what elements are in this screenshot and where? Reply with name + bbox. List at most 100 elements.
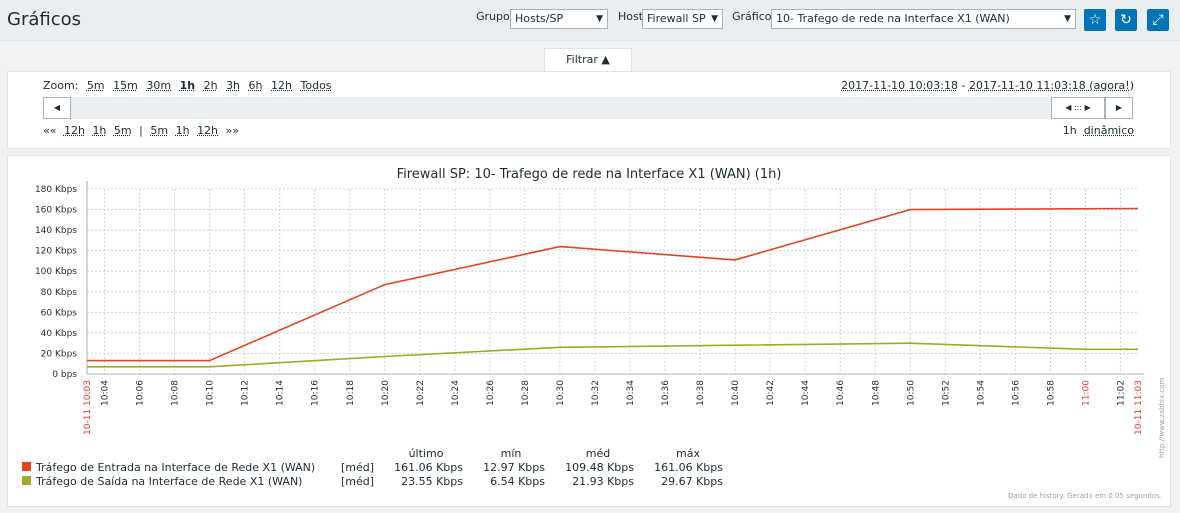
zoom-option[interactable]: 6h bbox=[248, 79, 263, 92]
x-tick-label: 10:28 bbox=[521, 380, 531, 406]
time-scrollbar[interactable]: ◀ ◀ ::: ▶ ▶ bbox=[43, 97, 1133, 119]
y-tick-label: 80 Kbps bbox=[41, 288, 78, 298]
legend-aggregate: [méd] bbox=[341, 461, 374, 474]
x-tick-label: 10:26 bbox=[486, 380, 496, 406]
zoom-option[interactable]: 3h bbox=[226, 79, 241, 92]
legend-swatch bbox=[22, 462, 31, 471]
scroll-right-button[interactable]: ▶ bbox=[1105, 97, 1133, 119]
zoom-option[interactable]: 12h bbox=[271, 79, 292, 92]
zoom-option[interactable]: Todos bbox=[300, 79, 332, 92]
nav-forward-link[interactable]: 1h bbox=[175, 124, 190, 137]
y-tick-label: 20 Kbps bbox=[41, 349, 78, 359]
x-tick-label: 10:22 bbox=[416, 380, 426, 406]
y-tick-label: 100 Kbps bbox=[35, 267, 77, 277]
y-tick-label: 140 Kbps bbox=[35, 226, 77, 236]
legend-series-name: Tráfego de Entrada na Interface de Rede … bbox=[35, 461, 315, 474]
series-line bbox=[87, 342, 1138, 368]
zoom-option-selected[interactable]: 1h bbox=[179, 79, 196, 92]
refresh-icon: ↻ bbox=[1120, 12, 1132, 28]
zoom-option[interactable]: 2h bbox=[203, 79, 218, 92]
x-tick-label: 10:06 bbox=[136, 380, 146, 406]
fullscreen-button[interactable]: ⤢ bbox=[1147, 9, 1169, 31]
legend-value: 161.06 Kbps bbox=[654, 461, 723, 474]
chevron-down-icon: ▼ bbox=[596, 14, 603, 24]
fullscreen-icon: ⤢ bbox=[1152, 12, 1164, 28]
time-range-separator: - bbox=[957, 79, 969, 92]
period-mode: 1h dinâmico bbox=[1063, 124, 1134, 137]
x-tick-label: 10-11 11:03 bbox=[1134, 380, 1144, 435]
refresh-button[interactable]: ↻ bbox=[1115, 9, 1137, 31]
y-tick-label: 160 Kbps bbox=[35, 206, 77, 216]
legend-header: máx bbox=[676, 447, 700, 460]
x-tick-label: 10:54 bbox=[976, 380, 986, 406]
y-tick-label: 0 bps bbox=[52, 370, 77, 380]
time-filter-panel: Zoom: 5m 15m 30m 1h 2h 3h 6h 12h Todos 2… bbox=[7, 71, 1171, 149]
period-value: 1h bbox=[1062, 124, 1077, 137]
graph-panel: Firewall SP: 10- Trafego de rede na Inte… bbox=[7, 155, 1171, 507]
zoom-option[interactable]: 5m bbox=[86, 79, 105, 92]
x-tick-label: 11:02 bbox=[1116, 380, 1126, 406]
time-range-from[interactable]: 2017-11-10 10:03:18 bbox=[841, 79, 958, 92]
zoom-option[interactable]: 30m bbox=[146, 79, 172, 92]
host-label: Host bbox=[618, 10, 644, 23]
scroll-handle[interactable]: ◀ ::: ▶ bbox=[1051, 97, 1105, 119]
legend-value: 161.06 Kbps bbox=[394, 461, 463, 474]
x-tick-label: 10:10 bbox=[206, 380, 216, 406]
chart-title: Firewall SP: 10- Trafego de rede na Inte… bbox=[397, 167, 782, 182]
graph-label: Gráfico bbox=[732, 10, 772, 23]
zoom-label: Zoom: bbox=[43, 79, 79, 92]
traffic-chart: Firewall SP: 10- Trafego de rede na Inte… bbox=[22, 167, 1166, 500]
nav-back-link[interactable]: 1h bbox=[92, 124, 107, 137]
y-tick-label: 60 Kbps bbox=[41, 308, 78, 318]
x-tick-label: 10-11 10:03 bbox=[83, 380, 93, 435]
legend-value: 6.54 Kbps bbox=[490, 475, 545, 488]
nav-forward-link[interactable]: 5m bbox=[150, 124, 169, 137]
zoom-option[interactable]: 15m bbox=[113, 79, 138, 92]
y-tick-label: 40 Kbps bbox=[41, 329, 78, 339]
period-mode-toggle[interactable]: dinâmico bbox=[1083, 124, 1134, 137]
chart-footer: Dado de history. Gerado em 0.05 segundos… bbox=[1008, 492, 1162, 500]
x-tick-label: 10:24 bbox=[451, 380, 461, 406]
x-tick-label: 10:56 bbox=[1011, 380, 1021, 406]
legend-value: 12.97 Kbps bbox=[483, 461, 545, 474]
scroll-left-button[interactable]: ◀ bbox=[43, 97, 71, 119]
x-tick-label: 10:04 bbox=[101, 380, 111, 406]
legend-header: méd bbox=[586, 447, 610, 460]
favorite-button[interactable]: ☆ bbox=[1084, 9, 1106, 31]
legend-aggregate: [méd] bbox=[341, 475, 374, 488]
x-tick-label: 10:34 bbox=[626, 380, 636, 406]
legend-value: 23.55 Kbps bbox=[401, 475, 463, 488]
x-tick-label: 10:12 bbox=[241, 380, 251, 406]
legend-series-name: Tráfego de Saída na Interface de Rede X1… bbox=[35, 475, 302, 488]
time-range: 2017-11-10 10:03:18 - 2017-11-10 11:03:1… bbox=[841, 79, 1134, 92]
x-tick-label: 10:30 bbox=[556, 380, 566, 406]
chart-watermark: http://www.zabbix.com bbox=[1158, 378, 1166, 458]
host-select-value: Firewall SP bbox=[647, 12, 706, 25]
y-tick-label: 180 Kbps bbox=[35, 185, 77, 195]
chevron-down-icon: ▼ bbox=[711, 14, 718, 24]
legend-header: mín bbox=[501, 447, 522, 460]
x-tick-label: 10:18 bbox=[346, 380, 356, 406]
group-select[interactable]: Hosts/SP ▼ bbox=[510, 9, 608, 29]
nav-forward-link[interactable]: 12h bbox=[197, 124, 219, 137]
x-tick-label: 11:00 bbox=[1081, 380, 1091, 406]
star-icon: ☆ bbox=[1088, 12, 1102, 28]
nav-forward-marker: »» bbox=[225, 124, 239, 137]
host-select[interactable]: Firewall SP ▼ bbox=[642, 9, 723, 29]
group-label: Grupo bbox=[476, 10, 510, 23]
x-tick-label: 10:48 bbox=[871, 380, 881, 406]
x-tick-label: 10:38 bbox=[696, 380, 706, 406]
filter-toggle-tab[interactable]: Filtrar ▲ bbox=[544, 48, 632, 73]
graph-select-value: 10- Trafego de rede na Interface X1 (WAN… bbox=[776, 12, 1010, 25]
graph-select[interactable]: 10- Trafego de rede na Interface X1 (WAN… bbox=[771, 9, 1076, 29]
x-tick-label: 10:40 bbox=[731, 380, 741, 406]
x-tick-label: 10:36 bbox=[661, 380, 671, 406]
nav-back-link[interactable]: 5m bbox=[113, 124, 132, 137]
x-tick-label: 10:20 bbox=[381, 380, 391, 406]
group-select-value: Hosts/SP bbox=[515, 12, 564, 25]
y-tick-label: 120 Kbps bbox=[35, 247, 77, 257]
x-tick-label: 10:50 bbox=[906, 380, 916, 406]
nav-back-link[interactable]: 12h bbox=[63, 124, 85, 137]
time-range-to[interactable]: 2017-11-10 11:03:18 (agora!) bbox=[968, 79, 1134, 92]
x-tick-label: 10:58 bbox=[1046, 380, 1056, 406]
